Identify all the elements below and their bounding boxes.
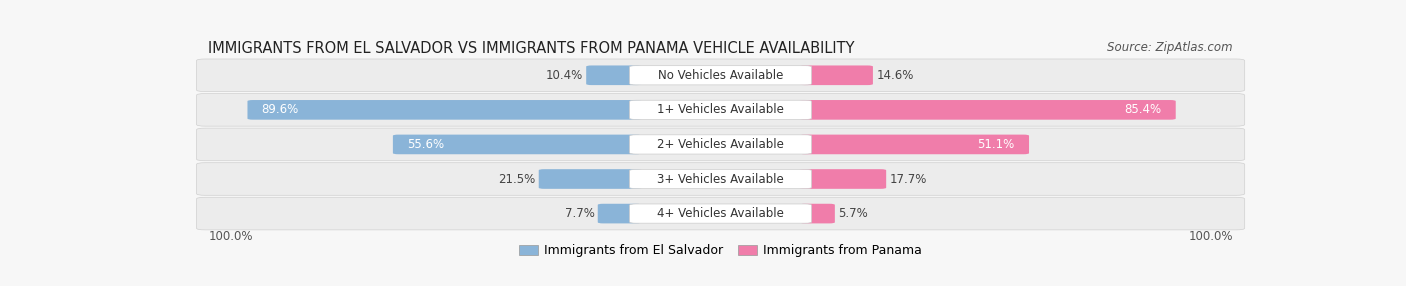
- Text: 85.4%: 85.4%: [1125, 103, 1161, 116]
- FancyBboxPatch shape: [197, 128, 1244, 161]
- Text: Source: ZipAtlas.com: Source: ZipAtlas.com: [1107, 41, 1233, 54]
- Text: 1+ Vehicles Available: 1+ Vehicles Available: [657, 103, 785, 116]
- Text: 14.6%: 14.6%: [876, 69, 914, 82]
- FancyBboxPatch shape: [586, 65, 641, 85]
- Text: 55.6%: 55.6%: [408, 138, 444, 151]
- Text: 3+ Vehicles Available: 3+ Vehicles Available: [657, 172, 785, 186]
- Text: 7.7%: 7.7%: [565, 207, 595, 220]
- FancyBboxPatch shape: [247, 100, 641, 120]
- FancyBboxPatch shape: [630, 66, 811, 85]
- Text: 10.4%: 10.4%: [546, 69, 583, 82]
- Text: 21.5%: 21.5%: [498, 172, 536, 186]
- Text: 100.0%: 100.0%: [1188, 230, 1233, 243]
- FancyBboxPatch shape: [800, 135, 1029, 154]
- FancyBboxPatch shape: [197, 94, 1244, 126]
- Text: No Vehicles Available: No Vehicles Available: [658, 69, 783, 82]
- Legend: Immigrants from El Salvador, Immigrants from Panama: Immigrants from El Salvador, Immigrants …: [519, 244, 922, 257]
- FancyBboxPatch shape: [630, 135, 811, 154]
- FancyBboxPatch shape: [630, 100, 811, 120]
- Text: 17.7%: 17.7%: [890, 172, 927, 186]
- Text: 4+ Vehicles Available: 4+ Vehicles Available: [657, 207, 785, 220]
- FancyBboxPatch shape: [800, 169, 886, 189]
- FancyBboxPatch shape: [800, 65, 873, 85]
- Text: IMMIGRANTS FROM EL SALVADOR VS IMMIGRANTS FROM PANAMA VEHICLE AVAILABILITY: IMMIGRANTS FROM EL SALVADOR VS IMMIGRANT…: [208, 41, 855, 56]
- Text: 2+ Vehicles Available: 2+ Vehicles Available: [657, 138, 785, 151]
- FancyBboxPatch shape: [598, 204, 641, 223]
- FancyBboxPatch shape: [197, 197, 1244, 230]
- Text: 5.7%: 5.7%: [838, 207, 868, 220]
- Text: 100.0%: 100.0%: [208, 230, 253, 243]
- FancyBboxPatch shape: [197, 59, 1244, 92]
- FancyBboxPatch shape: [392, 135, 641, 154]
- FancyBboxPatch shape: [630, 169, 811, 188]
- FancyBboxPatch shape: [538, 169, 641, 189]
- FancyBboxPatch shape: [800, 204, 835, 223]
- Text: 51.1%: 51.1%: [977, 138, 1015, 151]
- FancyBboxPatch shape: [800, 100, 1175, 120]
- FancyBboxPatch shape: [630, 204, 811, 223]
- FancyBboxPatch shape: [197, 163, 1244, 195]
- Text: 89.6%: 89.6%: [262, 103, 299, 116]
